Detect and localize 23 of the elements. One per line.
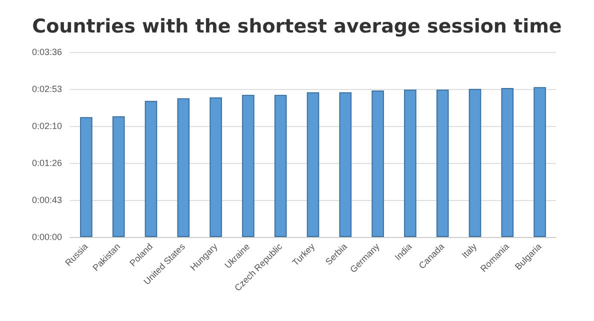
bar: [274, 94, 287, 237]
bar: [210, 97, 222, 237]
y-tick-label: 0:02:10: [32, 121, 62, 131]
y-tick-label: 0:02:53: [32, 84, 62, 94]
bar: [534, 87, 546, 237]
bar: [112, 116, 125, 237]
bar: [339, 92, 352, 237]
bar: [306, 92, 320, 237]
bar: [242, 94, 254, 237]
bar: [177, 98, 190, 237]
x-tick-label: Italy: [460, 241, 479, 260]
bar: [501, 88, 514, 237]
y-tick-label: 0:00:00: [32, 232, 62, 242]
chart-title: Countries with the shortest average session time: [32, 16, 562, 38]
bar: [372, 90, 384, 237]
y-tick-label: 0:01:26: [32, 158, 62, 168]
y-tick-label: 0:00:43: [32, 195, 62, 205]
bar: [144, 100, 158, 237]
y-tick-label: 0:03:36: [32, 47, 62, 57]
bar: [80, 117, 92, 237]
bar: [468, 88, 482, 237]
bar: [436, 90, 449, 237]
bar: [404, 90, 416, 237]
